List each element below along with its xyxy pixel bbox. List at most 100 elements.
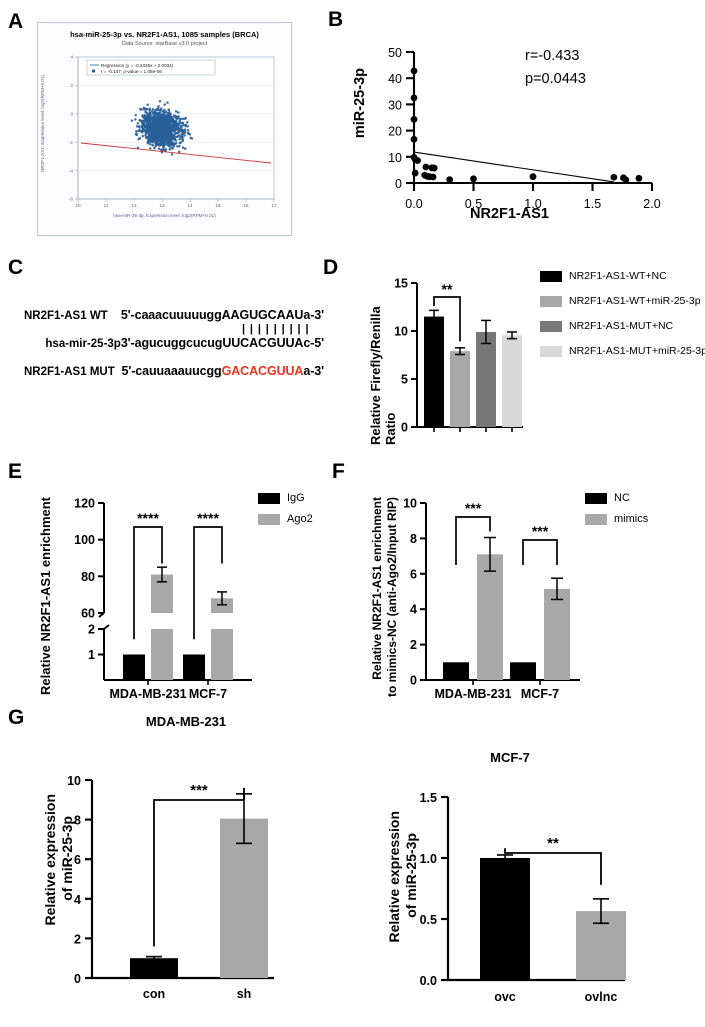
svg-text:0.0: 0.0: [405, 197, 422, 211]
panel-e-legend-item: IgG: [258, 492, 313, 504]
svg-text:10: 10: [67, 774, 81, 788]
panel-f-legend-item: mimics: [585, 513, 648, 525]
svg-text:1.5: 1.5: [584, 197, 601, 211]
panel-a-xlabel: hsa-miR-25-3p, Expression level: log2(RP…: [113, 213, 216, 218]
panel-c-row-wt: NR2F1-AS1 WT 5'-caaacuuuuuggAAGUGCAAUa-3…: [24, 308, 324, 322]
svg-text:6: 6: [410, 567, 417, 581]
panel-c-seq-mut: 5'-cauuaaauucggGACACGUUAa-3': [121, 364, 324, 378]
legend-label: mimics: [614, 513, 649, 525]
panel-c-seq-mir-suffix: c-5': [303, 336, 324, 350]
panel-c-seq-mir-seed: UUCACGUUA: [222, 336, 304, 350]
svg-text:****: ****: [137, 510, 159, 526]
svg-text:8: 8: [74, 814, 81, 828]
panel-f-bars: 10 8 6 4 2 0 *** *** MDA-MB-231 MCF-7: [403, 497, 580, 701]
svg-text:MCF-7: MCF-7: [521, 687, 559, 701]
panel-c-seq-mut-seed: GACACGUUA: [221, 364, 304, 378]
svg-text:13: 13: [159, 203, 165, 208]
panel-g-left-bars: 10 8 6 4 2 0 *** con sh: [67, 774, 274, 1001]
svg-text:40: 40: [388, 72, 402, 86]
panel-label-d: D: [323, 256, 339, 279]
svg-text:4: 4: [74, 893, 81, 907]
svg-text:0.5: 0.5: [465, 197, 482, 211]
legend-swatch: [585, 492, 607, 504]
svg-text:10: 10: [388, 151, 402, 165]
legend-label: NR2F1-AS1-WT+miR-25-3p: [569, 295, 701, 307]
legend-swatch: [258, 492, 280, 504]
panel-b-stat-p: p=0.0443: [525, 71, 586, 87]
legend-label: NR2F1-AS1-MUT+NC: [569, 320, 674, 332]
svg-text:***: ***: [190, 782, 208, 799]
legend-label: IgG: [287, 492, 305, 504]
svg-text:MCF-7: MCF-7: [189, 687, 227, 701]
legend-swatch: [540, 320, 562, 332]
panel-c-row-mir: hsa-mir-25-3p 3'-agucuggcucugUUCACGUUAc-…: [24, 336, 324, 350]
svg-text:con: con: [143, 987, 165, 1001]
svg-text:-6: -6: [69, 197, 74, 202]
svg-text:1.5: 1.5: [420, 791, 437, 805]
legend-swatch: [585, 513, 607, 525]
panel-b-stat-r: r=-0.433: [525, 48, 580, 64]
panel-label-b: B: [328, 8, 344, 31]
panel-e-bars: 120 100 80 60 2 1 **** **** MDA-MB-231 MCF-7: [74, 497, 252, 701]
svg-text:ovc: ovc: [494, 990, 516, 1004]
legend-swatch: [540, 270, 562, 282]
svg-text:1: 1: [88, 648, 95, 662]
panel-d-ylabel: Relative Firefly/Renilla Ratio: [368, 306, 398, 445]
panel-a-figure: hsa-miR-25-3p vs. NR2F1-AS1, 1085 sample…: [37, 22, 292, 236]
svg-text:6: 6: [74, 853, 81, 867]
legend-label: NR2F1-AS1-WT+NC: [569, 270, 667, 282]
svg-text:15: 15: [394, 277, 408, 291]
svg-text:10: 10: [75, 203, 81, 208]
svg-text:1.0: 1.0: [420, 852, 437, 866]
panel-c-seq-wt-seed: AAGUGCAAU: [221, 308, 304, 322]
panel-f-ylabel-line1: Relative NR2F1-AS1 enrichment: [370, 497, 384, 680]
panel-c-seq-mut-suffix: a-3': [303, 364, 324, 378]
panel-a-legend-regression: Regression (y = -0.2335x + 2.0034): [101, 63, 174, 68]
panel-d-legend: NR2F1-AS1-WT+NC NR2F1-AS1-WT+miR-25-3p NR2…: [540, 270, 705, 370]
svg-text:sh: sh: [237, 987, 252, 1001]
svg-text:2: 2: [74, 932, 81, 946]
svg-text:**: **: [547, 835, 559, 852]
svg-text:17: 17: [271, 203, 277, 208]
svg-text:10: 10: [394, 325, 408, 339]
panel-b-ylabel: miR-25-3p: [352, 68, 368, 139]
legend-label: NR2F1-AS1-MUT+miR-25-3p: [569, 345, 705, 357]
panel-d-legend-item: NR2F1-AS1-WT+miR-25-3p: [540, 295, 705, 307]
panel-d-bars: 15 10 5 0 **: [394, 277, 523, 435]
panel-g-right-ylabel-line1: Relative expression: [386, 811, 402, 943]
panel-c-row-mut: NR2F1-AS1 MUT 5'-cauuaaauucggGACACGUUAa-…: [24, 364, 324, 378]
panel-d-legend-item: NR2F1-AS1-MUT+miR-25-3p: [540, 345, 705, 357]
svg-text:**: **: [442, 281, 453, 297]
svg-text:4: 4: [70, 55, 73, 60]
svg-text:***: ***: [532, 523, 549, 539]
svg-text:0: 0: [70, 112, 73, 117]
panel-a-title: hsa-miR-25-3p vs. NR2F1-AS1, 1085 sample…: [70, 30, 259, 39]
panel-label-a: A: [8, 10, 24, 33]
panel-c-label-wt: NR2F1-AS1 WT: [24, 310, 108, 322]
panel-f-ylabel-line2: to mimics-NC (anti-Ago2/Input RIP): [385, 497, 399, 697]
panel-g-left-chart: 10 8 6 4 2 0 *** con sh Relative expression of…: [42, 760, 302, 1010]
svg-text:100: 100: [74, 533, 95, 547]
panel-c-seq-mir-prefix: 3'-agucuggcucug: [120, 336, 223, 350]
panel-e-legend-item: Ago2: [258, 513, 313, 525]
panel-c-label-mir: hsa-mir-25-3p: [45, 338, 121, 350]
svg-text:***: ***: [465, 500, 482, 516]
svg-text:2: 2: [70, 83, 73, 88]
svg-text:16: 16: [243, 203, 249, 208]
svg-text:0: 0: [410, 674, 417, 688]
svg-text:30: 30: [388, 98, 402, 112]
legend-label: NC: [614, 492, 630, 504]
legend-label: Ago2: [287, 513, 313, 525]
svg-text:11: 11: [104, 203, 109, 208]
svg-text:0: 0: [74, 972, 81, 986]
svg-text:1.0: 1.0: [524, 197, 541, 211]
panel-g-right-title: MCF-7: [490, 750, 530, 765]
svg-text:12: 12: [131, 203, 137, 208]
panel-c-seq-wt-prefix: 5'-caaacuuuuugg: [120, 308, 222, 322]
panel-c-seq-mut-prefix: 5'-cauuaaauucgg: [121, 364, 222, 378]
panel-e-chart: 120 100 80 60 2 1 **** **** MDA-MB-231 MCF-7 Re…: [38, 495, 272, 701]
panel-a-ylabel: NR2F1-AS1, Expression level: log2(RPM+0.…: [40, 75, 45, 172]
panel-label-c: C: [8, 256, 24, 279]
svg-text:20: 20: [388, 125, 402, 139]
legend-swatch: [540, 295, 562, 307]
